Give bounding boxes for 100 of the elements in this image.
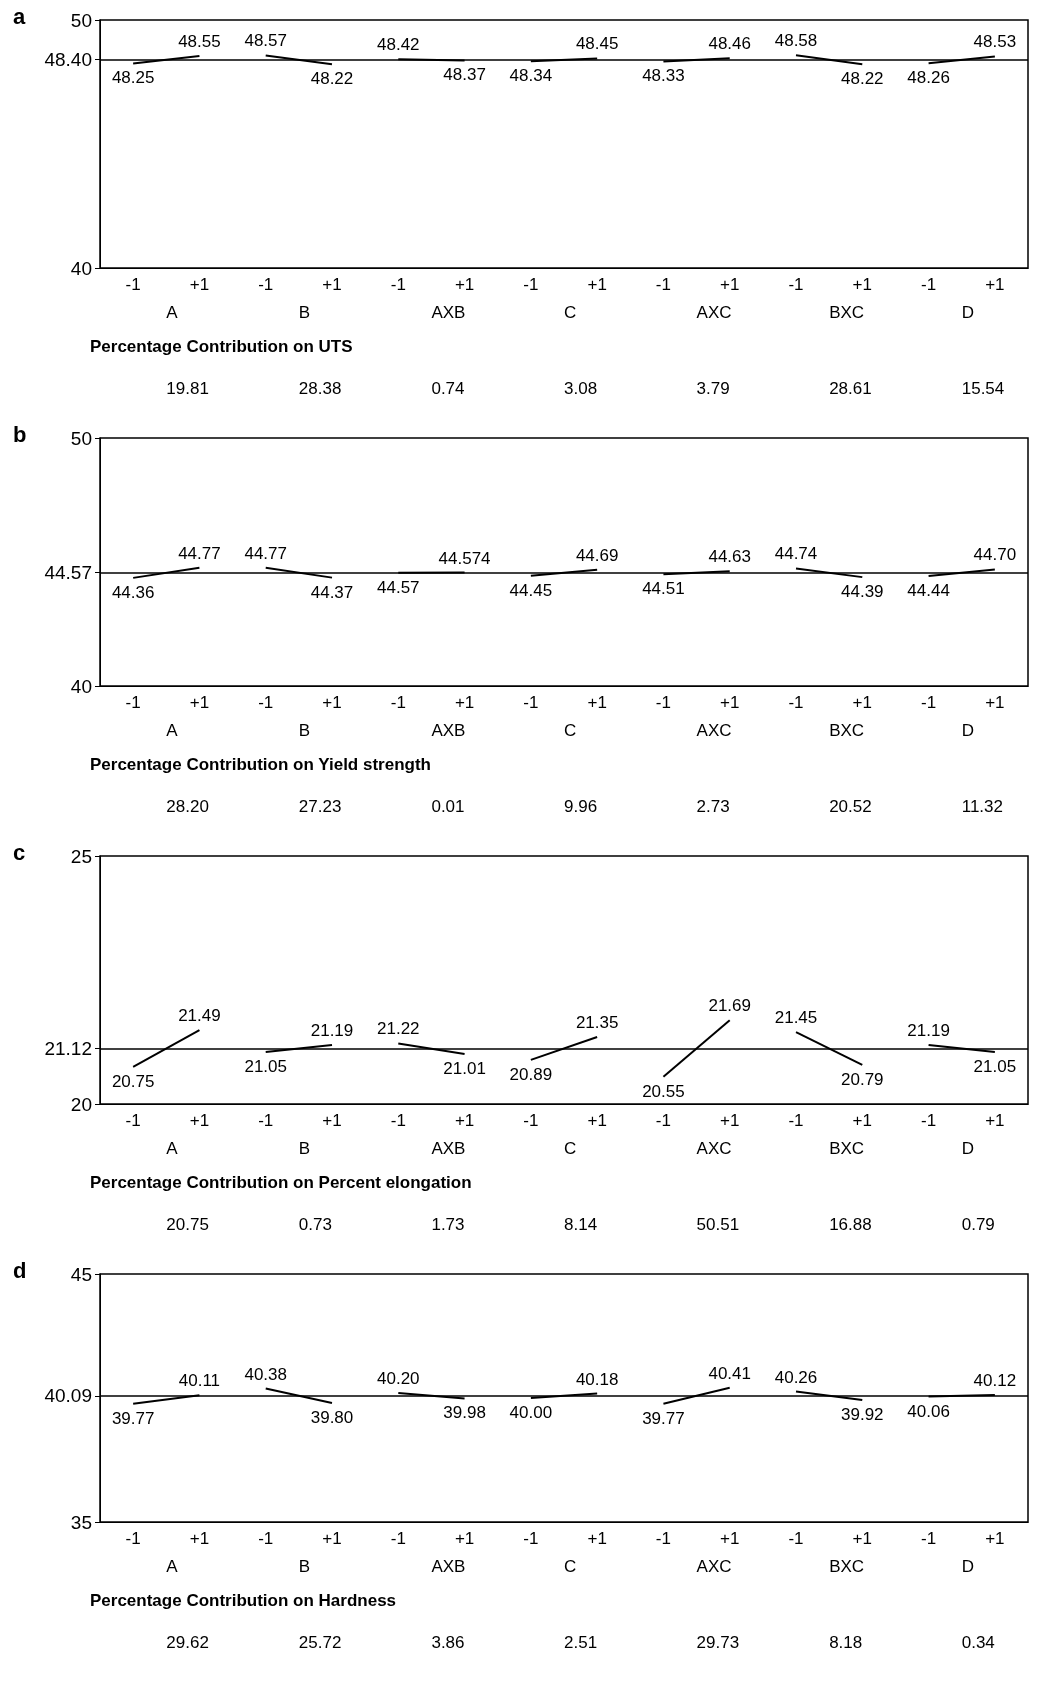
y-tick-label: 20: [70, 1093, 92, 1115]
x-tick-label: +1: [720, 1529, 740, 1548]
x-tick-label: +1: [985, 275, 1005, 294]
y-tick-label: 50: [70, 9, 92, 31]
data-label: 21.05: [244, 1056, 287, 1076]
text: D: [961, 1557, 974, 1576]
text: AXC: [696, 303, 732, 322]
data-label: 48.42: [377, 35, 420, 55]
data-label: 40.18: [575, 1369, 619, 1389]
y-tick-label: 44.57: [44, 562, 92, 584]
x-tick-label: -1: [655, 1111, 671, 1130]
text: Percentage Contribution on Hardness: [90, 1591, 397, 1610]
data-label: 48.25: [111, 68, 155, 88]
text: 0.73: [298, 1215, 332, 1234]
text: C: [564, 1557, 577, 1576]
chart-title: a: [13, 3, 26, 29]
x-tick-label: -1: [390, 1529, 406, 1548]
text: Percentage Contribution on Percent elongation: [90, 1173, 472, 1192]
data-label: 44.45: [509, 580, 553, 600]
x-tick-label: -1: [523, 1529, 539, 1548]
y-tick-label: 48.40: [44, 49, 92, 71]
x-tick-label: +1: [189, 1111, 210, 1130]
text: 29.62: [166, 1633, 209, 1652]
data-label: 48.34: [509, 66, 553, 86]
data-label: 21.05: [973, 1056, 1017, 1076]
x-tick-label: -1: [523, 1111, 539, 1130]
x-tick-label: -1: [921, 1529, 937, 1548]
x-tick-label: -1: [523, 693, 539, 712]
x-tick-label: -1: [788, 693, 804, 712]
x-tick-label: -1: [125, 275, 141, 294]
x-tick-label: +1: [985, 1111, 1005, 1130]
data-label: 40.26: [774, 1367, 818, 1387]
data-label: 21.22: [377, 1019, 420, 1039]
x-tick-label: -1: [921, 693, 937, 712]
data-label: 20.79: [841, 1069, 884, 1089]
y-tick-label: 40.09: [44, 1385, 92, 1407]
text: 15.54: [961, 379, 1005, 398]
text: 3.08: [564, 379, 598, 398]
x-tick-label: +1: [720, 275, 740, 294]
y-tick-label: 40: [70, 675, 92, 697]
data-label: 39.77: [642, 1408, 685, 1428]
y-tick-label: 35: [70, 1511, 92, 1533]
text: 0.74: [431, 379, 465, 398]
text: 1.73: [431, 1215, 465, 1234]
data-label: 40.11: [178, 1371, 221, 1391]
text: A: [166, 1557, 179, 1576]
x-tick-label: -1: [921, 1111, 937, 1130]
data-label: 48.37: [443, 65, 486, 85]
data-label: 44.63: [708, 547, 751, 567]
text: 50.51: [696, 1215, 740, 1234]
x-tick-label: +1: [454, 693, 475, 712]
x-tick-label: +1: [985, 1529, 1005, 1548]
x-tick-label: -1: [921, 275, 937, 294]
x-tick-label: -1: [523, 275, 539, 294]
x-tick-label: -1: [258, 693, 274, 712]
text: B: [298, 1557, 311, 1576]
text: 8.14: [564, 1215, 598, 1234]
data-label: 44.37: [310, 582, 354, 602]
data-label: 44.44: [907, 580, 950, 600]
data-label: 21.19: [907, 1020, 950, 1040]
x-tick-label: +1: [454, 275, 475, 294]
data-label: 40.38: [244, 1364, 287, 1384]
text: BXC: [829, 1139, 865, 1158]
x-tick-label: +1: [189, 693, 210, 712]
text: AXC: [696, 721, 732, 740]
x-tick-label: +1: [322, 693, 342, 712]
text: D: [961, 721, 974, 740]
data-label: 44.57: [377, 577, 420, 597]
chart-title: b: [13, 421, 27, 447]
x-tick-label: -1: [258, 1111, 274, 1130]
x-tick-label: -1: [390, 275, 406, 294]
data-label: 44.51: [642, 579, 685, 599]
x-tick-label: -1: [655, 1529, 671, 1548]
text: 8.18: [829, 1633, 863, 1652]
text: B: [298, 303, 311, 322]
data-label: 20.89: [509, 1064, 553, 1084]
text: 3.86: [431, 1633, 465, 1652]
data-label: 44.77: [244, 543, 287, 563]
data-label: 39.92: [841, 1404, 884, 1424]
data-label: 21.69: [708, 996, 751, 1016]
text: 25.72: [298, 1633, 342, 1652]
text: D: [961, 1139, 974, 1158]
y-tick-label: 50: [70, 427, 92, 449]
text: Percentage Contribution on UTS: [90, 337, 353, 356]
data-label: 20.55: [642, 1081, 685, 1101]
text: C: [564, 721, 577, 740]
x-tick-label: +1: [720, 693, 740, 712]
x-tick-label: -1: [390, 1111, 406, 1130]
y-tick-label: 40: [70, 257, 92, 279]
x-tick-label: -1: [125, 1111, 141, 1130]
text: A: [166, 303, 179, 322]
text: 0.79: [961, 1215, 995, 1234]
text: 20.75: [166, 1215, 209, 1234]
data-label: 48.53: [973, 32, 1017, 52]
x-tick-label: -1: [655, 275, 671, 294]
text: 0.01: [431, 797, 465, 816]
data-label: 40.12: [973, 1371, 1017, 1391]
data-label: 44.69: [575, 545, 619, 565]
x-tick-label: +1: [852, 693, 872, 712]
x-tick-label: +1: [852, 1529, 872, 1548]
